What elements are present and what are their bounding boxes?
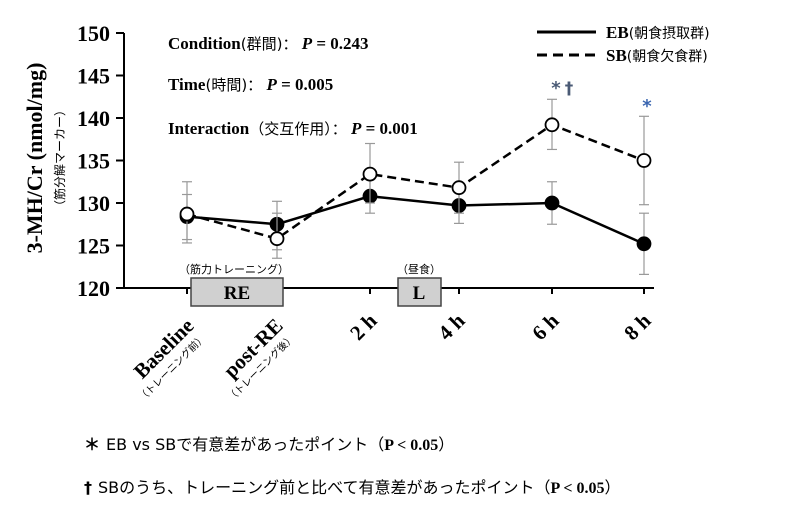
stat-label: Time [168,75,206,94]
x-tick-label-group: Baseline（トレーニング前） [129,314,209,405]
event-box-label: L [413,283,426,304]
event-box-label: RE [224,283,250,304]
y-tick-label: 130 [77,191,110,216]
x-tick-label-group: 2 h [345,308,382,345]
legend-name: SB [606,46,627,65]
footnote-1-close: ） [438,435,455,454]
legend-name: EB [606,23,629,42]
y-tick-label: 145 [77,64,110,89]
x-tick-label: 4 h [433,308,470,345]
data-point [544,117,560,133]
series-sb [179,98,652,259]
x-tick-labels: Baseline（トレーニング前） post-RE（トレーニング後） 2 h 4 h 6… [129,308,656,405]
stat-p-symbol: P [262,75,277,94]
stat-label-jp: （交互作用）： [249,120,347,138]
event-boxes: （筋力トレーニング） RE （昼食） L [179,262,442,307]
x-tick-label-group: post-RE（トレーニング後） [219,314,298,405]
footnote-1-text: EB vs SBで有意差があったポイント（ [106,435,385,454]
footnote-2-symbol: † [84,478,92,497]
annotations: * †* [551,78,652,117]
stat-p-symbol: P [297,34,312,53]
stat-label-jp: (時間)： [205,76,262,94]
event-box-caption: （筋力トレーニング） [179,262,289,276]
y-tick-label: 140 [77,106,110,131]
stats-text: Condition(群間)： P = 0.243 Time(時間)： P = 0.… [168,34,418,138]
data-point [179,206,195,222]
legend-name-jp: (朝食摂取群) [629,25,710,42]
axes: 120 125 130 135 140 145 150 [77,21,654,301]
data-point [636,236,652,252]
significance-mark: * [642,96,652,117]
event-box [190,277,284,307]
y-tick-label: 150 [77,21,110,46]
stat-line: Time(時間)： P = 0.005 [168,75,333,94]
data-point [269,231,285,247]
data-point [544,195,560,211]
footnote-1: ＊ EB vs SBで有意差があったポイント（P < 0.05） [84,431,454,455]
y-tick-label: 135 [77,149,110,174]
x-tick-label-group: 8 h [619,308,656,345]
x-tick-label: 2 h [345,308,382,345]
footnote-2: † SBのうち、トレーニング前と比べて有意差があったポイント（P < 0.05） [84,474,621,498]
x-tick-label-group: 4 h [433,308,470,345]
legend-entry: EB(朝食摂取群) [606,23,710,42]
y-tick-label: 125 [77,234,110,259]
significance-mark: * [551,78,561,99]
footnote-2-text: SBのうち、トレーニング前と比べて有意差があったポイント（ [98,478,551,497]
significance-mark: † [565,79,574,99]
data-point [636,153,652,168]
data-point [451,180,467,196]
stat-p-value: = 0.001 [361,119,417,138]
stat-p-value: = 0.005 [277,75,333,94]
series-eb [179,176,652,275]
y-axis-sublabel: （筋分解マーカー） [52,104,67,212]
footnote-2-stat: P < 0.05 [550,480,605,497]
legend-entry: SB(朝食欠食群) [606,46,708,65]
stat-label: Condition [168,34,241,53]
event-box-caption: （昼食） [397,262,441,276]
y-tick-label: 120 [77,276,110,301]
stat-label-jp: (群間)： [241,35,298,53]
data-point [362,166,378,182]
footnote-1-symbol: ＊ [84,435,101,454]
line-chart: 3-MH/Cr (nmol/mg) （筋分解マーカー） 120 125 130 135… [22,21,710,405]
x-tick-label: 8 h [619,308,656,345]
x-tick-label-group: 6 h [527,308,564,345]
event-box [397,277,442,307]
footnote-2-close: ） [604,478,621,497]
series-line [186,123,645,241]
stat-line: Condition(群間)： P = 0.243 [168,34,369,53]
y-axis-label: 3-MH/Cr (nmol/mg) [22,63,47,254]
series-line [186,194,645,245]
stat-p-value: = 0.243 [312,34,368,53]
footnote-1-stat: P < 0.05 [384,437,439,454]
stat-p-symbol: P [347,119,362,138]
series-group [179,98,652,275]
stat-label: Interaction [168,119,250,138]
legend: EB(朝食摂取群)SB(朝食欠食群) [537,23,710,65]
stat-line: Interaction（交互作用）： P = 0.001 [168,119,418,138]
x-tick-label: 6 h [527,308,564,345]
legend-name-jp: (朝食欠食群) [627,48,708,65]
